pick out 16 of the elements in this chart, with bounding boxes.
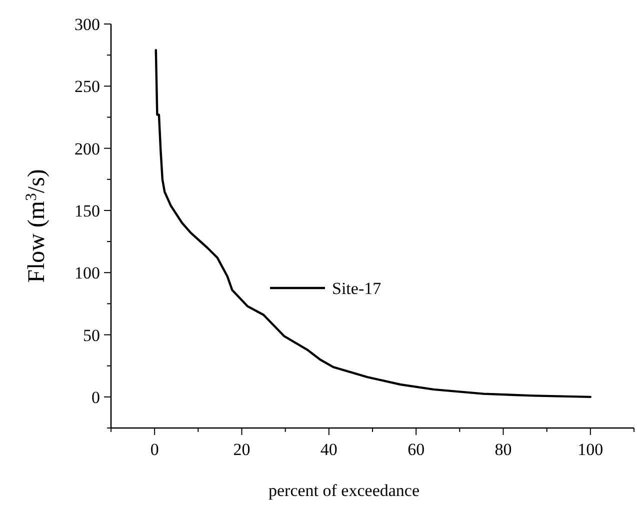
x-tick-label: 60 xyxy=(408,440,425,459)
x-tick-label: 40 xyxy=(320,440,338,459)
legend-label: Site-17 xyxy=(332,279,382,298)
x-tick-label: 100 xyxy=(578,440,604,459)
y-tick-label: 200 xyxy=(74,139,100,158)
y-tick-label: 300 xyxy=(74,15,100,34)
y-tick-label: 50 xyxy=(83,326,100,345)
x-tick-label: 80 xyxy=(494,440,512,459)
line-series xyxy=(154,49,592,398)
y-tick-label: 150 xyxy=(74,201,100,220)
y-tick-label: 0 xyxy=(92,388,100,407)
x-tick-label: 20 xyxy=(233,440,250,459)
x-axis-title: percent of exceedance xyxy=(268,481,420,500)
y-tick-label: 100 xyxy=(74,264,100,283)
y-tick-label: 250 xyxy=(74,77,100,96)
x-tick-label: 0 xyxy=(150,440,159,459)
